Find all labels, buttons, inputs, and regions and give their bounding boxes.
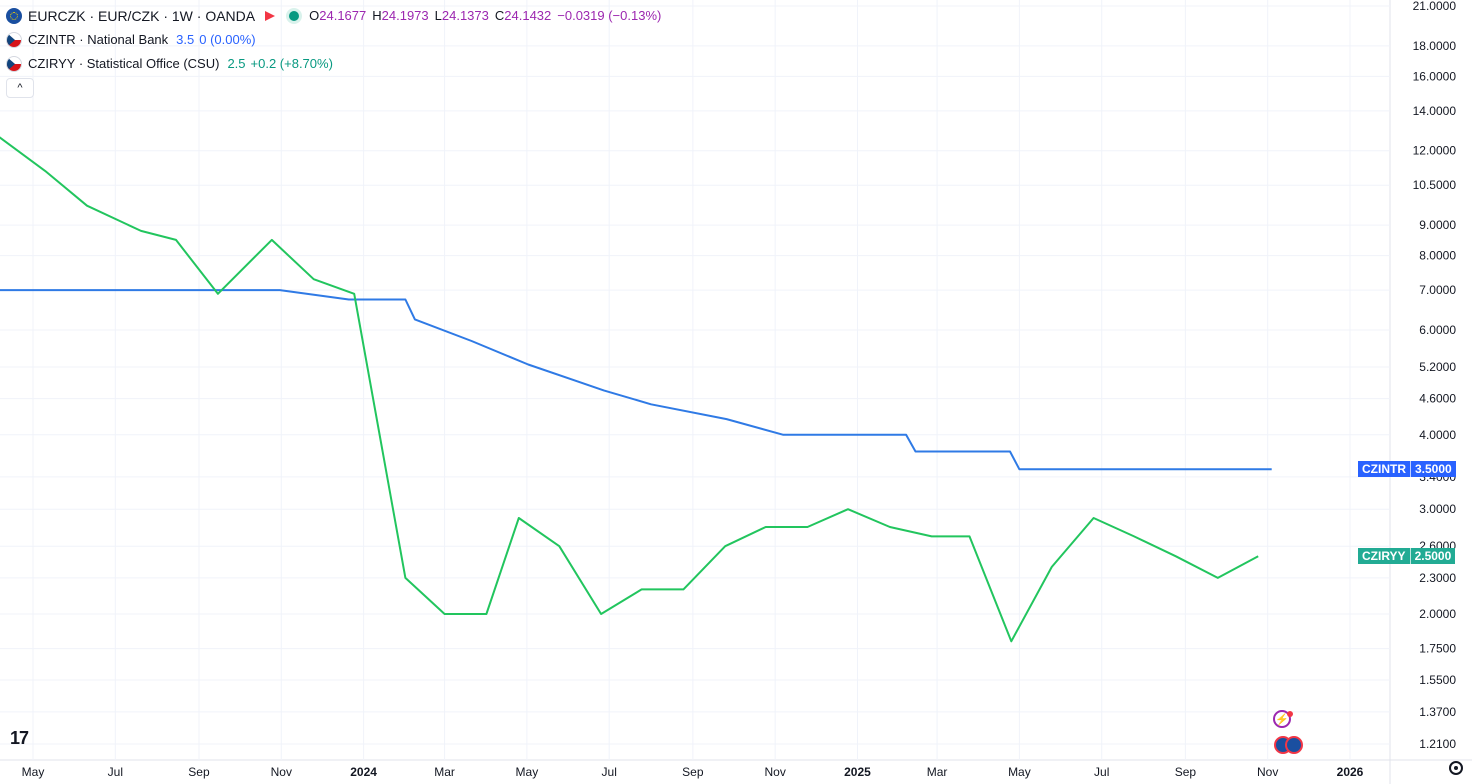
cziryy-change: +0.2 (+8.70%) [250,56,333,71]
chart-series [0,136,1272,643]
ohlc-change: −0.0319 (−0.13%) [557,8,662,23]
cziryy-name[interactable]: CZIRYY · Statistical Office (CSU) [28,56,220,71]
x-tick-label: Sep [188,765,210,779]
y-tick-label: 2.0000 [1419,607,1456,621]
eu-flag-icon [6,8,22,24]
x-tick-label: May [516,765,539,779]
alert-flag-icon[interactable] [265,11,276,21]
main-symbol[interactable]: EURCZK · EUR/CZK · 1W · OANDA [28,8,256,24]
time-axis: May Jul Sep Nov 2024 Mar May Jul Sep Nov 2025 Mar Ma… [22,765,1364,779]
y-tick-label: 1.2100 [1419,737,1456,751]
x-tick-label: Jul [108,765,123,779]
x-tick-label: 2026 [1337,765,1364,779]
tradingview-logo[interactable]: 17 [10,728,29,748]
x-tick-label: Nov [271,765,292,779]
legend-cziryy-row[interactable]: CZIRYY · Statistical Office (CSU) 2.5 +0… [6,52,667,76]
cziryy-tag-name: CZIRYY [1358,548,1411,565]
y-tick-label: 1.5500 [1419,673,1456,687]
collapse-legend-button[interactable]: ^ [6,78,34,98]
y-tick-label: 21.0000 [1413,0,1457,13]
series-line-cziryy [0,136,1259,643]
czintr-tag-name: CZINTR [1358,461,1411,478]
y-tick-label: 12.0000 [1413,144,1457,158]
legend-main-row[interactable]: EURCZK · EUR/CZK · 1W · OANDA O24.1677 H… [6,4,667,28]
y-tick-label: 4.0000 [1419,428,1456,442]
settings-gear-icon[interactable] [1449,761,1463,775]
lightning-icon[interactable]: ⚡ [1273,710,1291,728]
ohlc-open: O24.1677 [309,8,367,23]
cziryy-price-tag: CZIRYY 2.5000 [1358,548,1456,565]
price-axis: 21.0000 18.0000 16.0000 14.0000 12.0000 10.50… [1413,0,1457,751]
cziryy-tag-value: 2.5000 [1414,549,1452,564]
czintr-change: 0 (0.00%) [199,32,256,47]
y-tick-label: 6.0000 [1419,323,1456,337]
y-tick-label: 8.0000 [1419,249,1456,263]
ohlc-close: C24.1432 [494,8,552,23]
x-tick-label: Mar [434,765,455,779]
czintr-value: 3.5 [176,32,195,47]
czintr-name[interactable]: CZINTR · National Bank [28,32,169,47]
x-tick-label: Sep [1175,765,1197,779]
czintr-tag-value: 3.5000 [1415,462,1452,477]
y-tick-label: 7.0000 [1419,283,1456,297]
y-tick-label: 9.0000 [1419,218,1456,232]
x-tick-label: 2024 [350,765,377,779]
cz-flag-icon [6,32,22,48]
x-tick-label: 2025 [844,765,871,779]
cziryy-value: 2.5 [227,56,246,71]
x-tick-label: Jul [602,765,617,779]
y-tick-label: 1.3700 [1419,705,1456,719]
y-tick-label: 5.2000 [1419,360,1456,374]
y-tick-label: 2.3000 [1419,571,1456,585]
legend-czintr-row[interactable]: CZINTR · National Bank 3.5 0 (0.00%) [6,28,667,52]
x-tick-label: Nov [1257,765,1278,779]
cz-flag-icon [6,56,22,72]
ohlc-high: H24.1973 [372,8,429,23]
y-tick-label: 1.7500 [1419,642,1456,656]
y-tick-label: 18.0000 [1413,39,1457,53]
eu-event-icon[interactable] [1285,736,1303,754]
y-tick-label: 10.5000 [1413,178,1457,192]
x-tick-label: Nov [764,765,785,779]
ohlc-low: L24.1373 [434,8,489,23]
y-tick-label: 4.6000 [1419,392,1456,406]
x-tick-label: May [22,765,45,779]
y-tick-label: 14.0000 [1413,104,1457,118]
x-tick-label: Sep [682,765,704,779]
x-tick-label: Mar [927,765,948,779]
x-tick-label: May [1008,765,1031,779]
chart-legend: EURCZK · EUR/CZK · 1W · OANDA O24.1677 H… [6,4,667,76]
market-status-icon[interactable] [289,11,300,21]
series-line-czintr [0,289,1272,471]
y-tick-label: 16.0000 [1413,69,1457,83]
y-tick-label: 3.0000 [1419,502,1456,516]
czintr-price-tag: CZINTR 3.5000 [1358,461,1456,478]
notification-dot [1287,711,1293,717]
x-tick-label: Jul [1094,765,1109,779]
